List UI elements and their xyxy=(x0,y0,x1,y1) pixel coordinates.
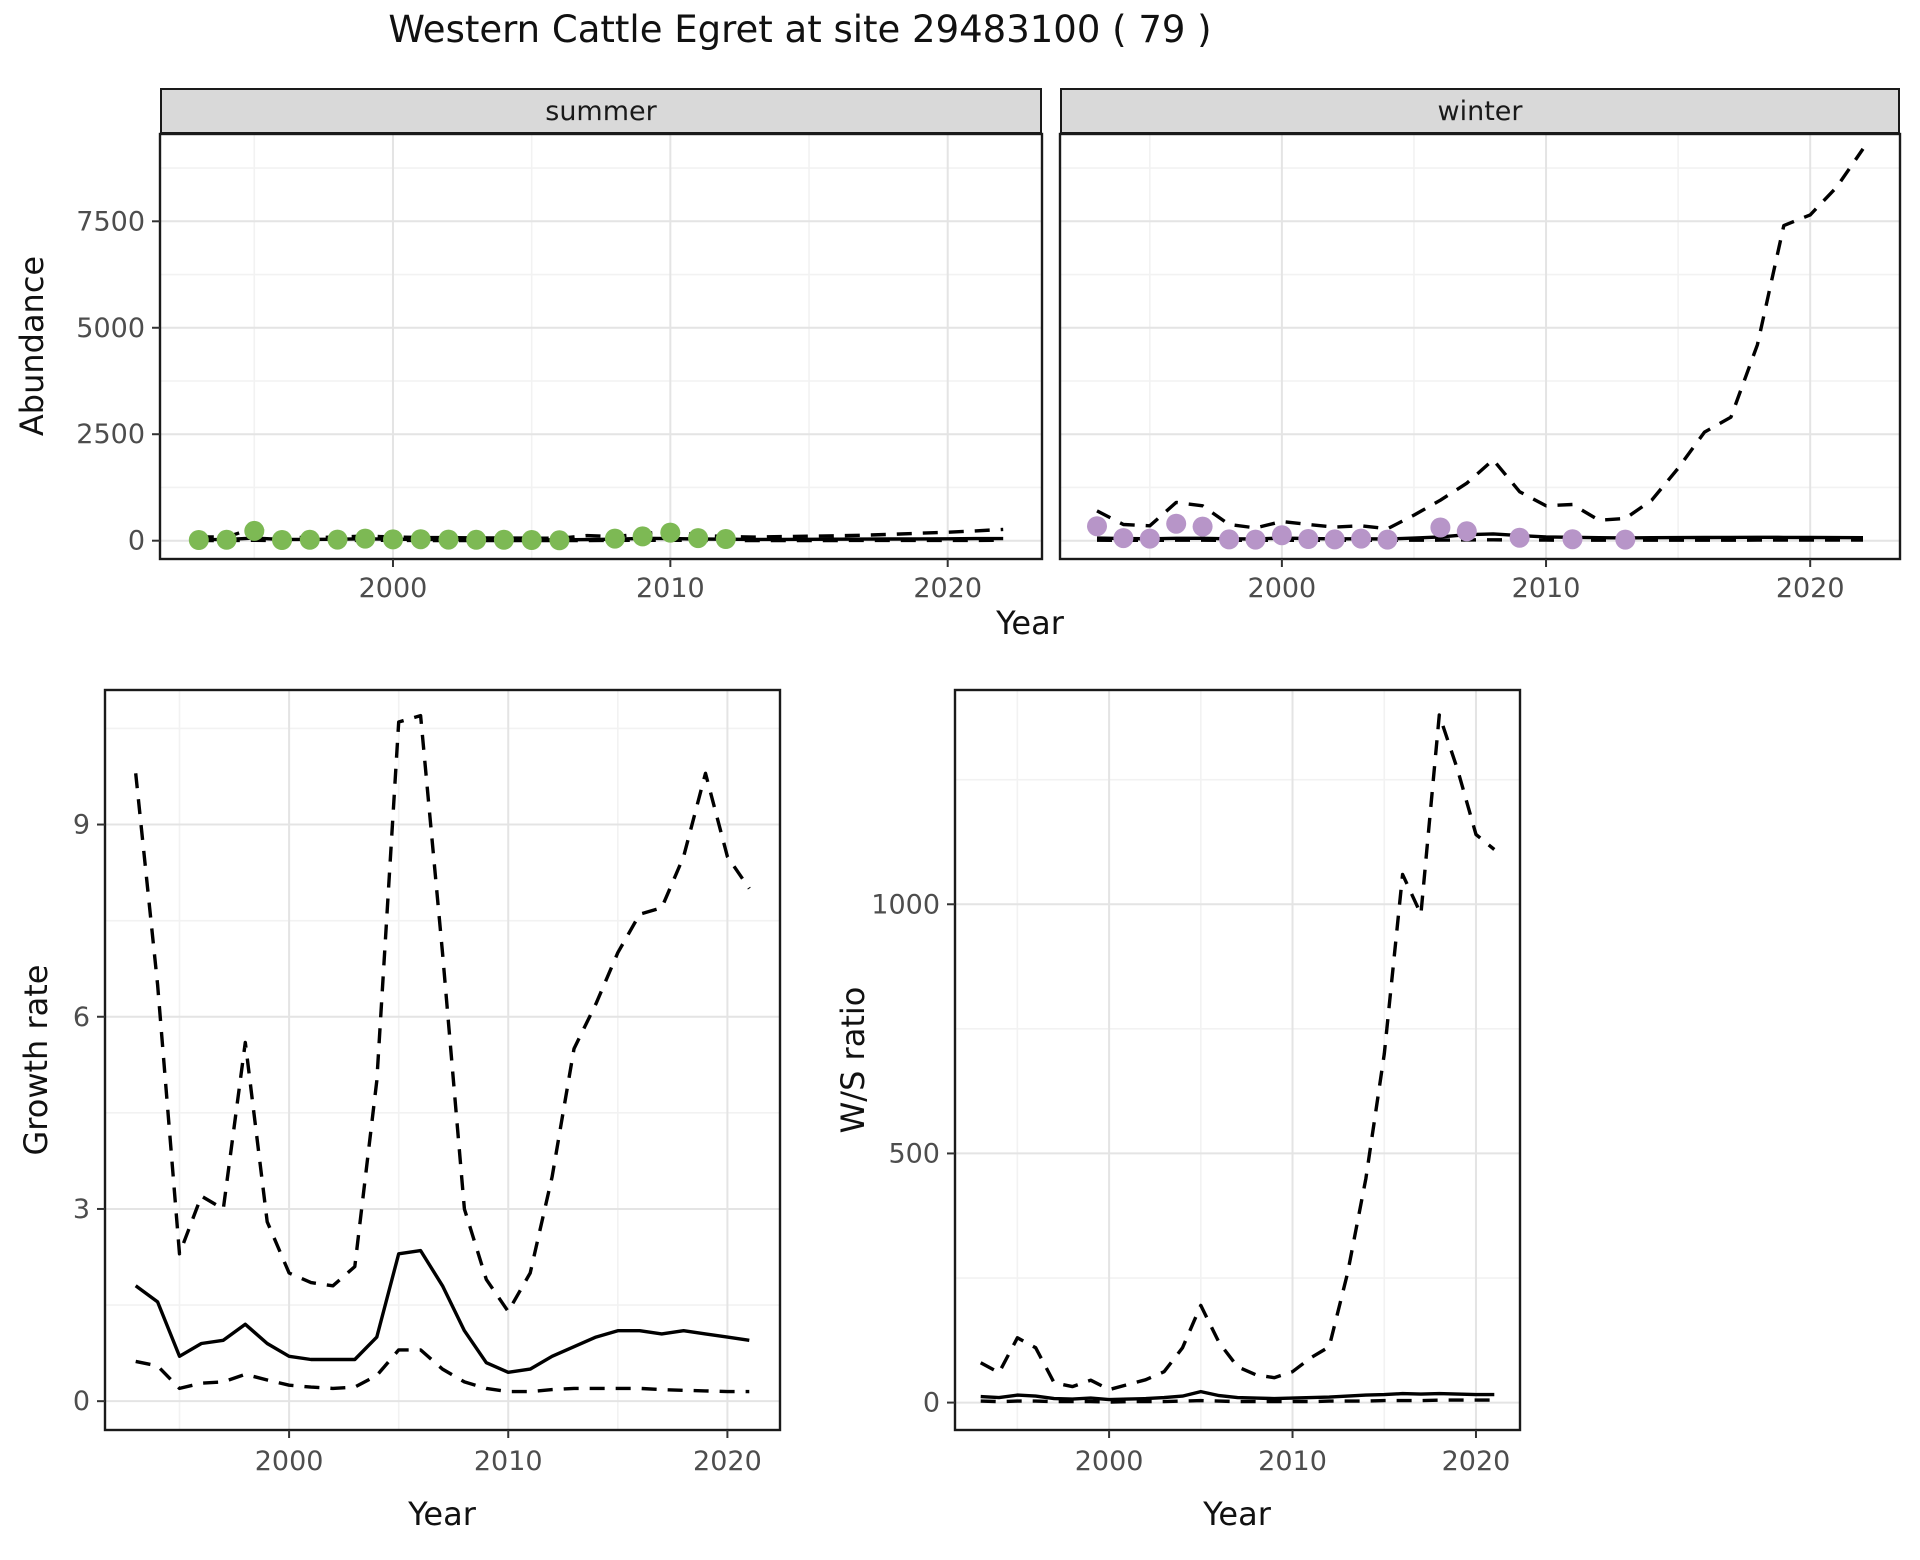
svg-text:2020: 2020 xyxy=(693,1446,762,1477)
svg-text:7500: 7500 xyxy=(76,206,145,237)
svg-text:2020: 2020 xyxy=(913,573,982,604)
svg-text:0: 0 xyxy=(128,526,145,557)
svg-text:0: 0 xyxy=(923,1388,940,1419)
abundance-winter-panel: 2000 2010 2020 xyxy=(1058,132,1902,604)
svg-text:0: 0 xyxy=(73,1386,90,1417)
svg-text:9: 9 xyxy=(73,810,90,841)
year-axis-label-top: Year xyxy=(996,604,1064,642)
abundance-summer-panel: 2000 2010 2020 0 2500 5000 7500 xyxy=(76,132,1044,604)
ws-ratio-axis-label: W/S ratio xyxy=(834,986,872,1134)
svg-text:2000: 2000 xyxy=(1248,573,1317,604)
svg-text:2010: 2010 xyxy=(474,1446,543,1477)
year-axis-label-growth: Year xyxy=(408,1495,476,1533)
svg-text:2010: 2010 xyxy=(636,573,705,604)
svg-text:5000: 5000 xyxy=(76,313,145,344)
svg-text:2020: 2020 xyxy=(1776,573,1845,604)
facet-strip-winter: winter xyxy=(1060,88,1900,134)
svg-text:2020: 2020 xyxy=(1442,1446,1511,1477)
growth-rate-axis-label: Growth rate xyxy=(17,964,55,1156)
abundance-axis-label: Abundance xyxy=(13,255,51,437)
growth-rate-panel: 2000 2010 2020 0 3 6 9 xyxy=(73,688,782,1477)
svg-text:2000: 2000 xyxy=(255,1446,324,1477)
svg-text:2000: 2000 xyxy=(1075,1446,1144,1477)
svg-text:3: 3 xyxy=(73,1194,90,1225)
svg-text:2010: 2010 xyxy=(1512,573,1581,604)
figure-title: Western Cattle Egret at site 29483100 ( … xyxy=(388,8,1212,51)
svg-text:500: 500 xyxy=(888,1138,940,1169)
svg-text:2000: 2000 xyxy=(359,573,428,604)
svg-text:2010: 2010 xyxy=(1258,1446,1327,1477)
svg-text:1000: 1000 xyxy=(871,889,940,920)
svg-text:2500: 2500 xyxy=(76,419,145,450)
ws-ratio-panel: 2000 2010 2020 0 500 1000 xyxy=(871,688,1522,1477)
svg-text:6: 6 xyxy=(73,1002,90,1033)
year-axis-label-ws: Year xyxy=(1203,1495,1271,1533)
facet-strip-summer: summer xyxy=(160,88,1042,134)
